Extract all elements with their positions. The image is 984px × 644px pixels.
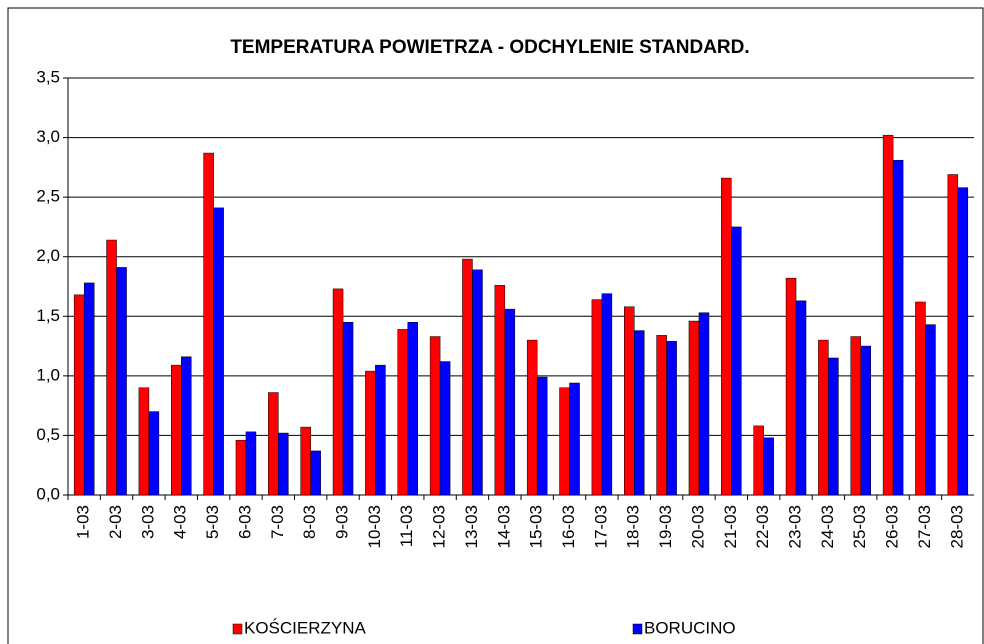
bar xyxy=(526,339,538,496)
y-tick-label: 3,0 xyxy=(36,127,60,146)
bar xyxy=(462,258,473,496)
bar xyxy=(795,300,807,496)
bar xyxy=(278,432,289,496)
bar xyxy=(494,285,506,496)
x-tick-label: 1-03 xyxy=(74,505,93,539)
bar xyxy=(375,364,386,496)
bar xyxy=(235,439,247,496)
bar xyxy=(763,437,774,496)
bar xyxy=(148,411,160,496)
bar xyxy=(947,174,959,496)
x-tick-label: 27-03 xyxy=(915,505,934,548)
bar xyxy=(892,159,904,496)
x-tick-label: 11-03 xyxy=(397,505,416,547)
y-tick-label: 1,5 xyxy=(36,306,60,325)
x-tick-label: 23-03 xyxy=(786,505,805,548)
x-tick-label: 16-03 xyxy=(559,505,578,548)
bar xyxy=(203,152,214,496)
x-tick-label: 3-03 xyxy=(138,505,157,539)
x-tick-label: 25-03 xyxy=(850,505,869,548)
bar xyxy=(882,134,894,496)
x-tick-label: 8-03 xyxy=(300,505,319,539)
bar xyxy=(698,312,710,496)
bar xyxy=(472,269,483,496)
bar xyxy=(342,321,354,496)
x-tick-label: 6-03 xyxy=(235,505,254,539)
legend-swatch xyxy=(632,623,643,635)
legend-label: BORUCINO xyxy=(644,618,736,637)
x-tick-label: 22-03 xyxy=(753,505,772,548)
bar xyxy=(915,301,926,496)
bar xyxy=(591,299,603,496)
bar xyxy=(634,330,645,496)
y-tick-label: 2,5 xyxy=(36,187,60,206)
bar xyxy=(688,320,700,496)
x-tick-label: 18-03 xyxy=(624,505,643,548)
x-tick-label: 4-03 xyxy=(171,505,190,539)
bar xyxy=(213,207,224,496)
x-tick-label: 19-03 xyxy=(656,505,675,548)
bar xyxy=(138,387,150,496)
bar xyxy=(365,370,376,496)
bar xyxy=(828,357,839,496)
bar xyxy=(785,277,797,496)
y-tick-label: 0,5 xyxy=(36,425,60,444)
bar xyxy=(666,341,677,496)
bar xyxy=(601,293,613,496)
y-tick-label: 1,0 xyxy=(36,365,60,384)
bar xyxy=(721,177,732,496)
bar xyxy=(268,392,279,496)
bar xyxy=(300,426,311,496)
bar xyxy=(569,382,580,496)
x-tick-label: 21-03 xyxy=(721,505,740,548)
bar xyxy=(925,324,936,496)
bar xyxy=(860,345,871,496)
bar xyxy=(957,187,969,496)
bar xyxy=(116,267,127,496)
bar xyxy=(106,239,117,496)
bar xyxy=(83,282,95,496)
x-tick-label: 14-03 xyxy=(494,505,513,548)
bar xyxy=(171,364,182,496)
bar xyxy=(504,308,516,496)
x-tick-label: 28-03 xyxy=(947,505,966,548)
x-tick-label: 7-03 xyxy=(268,505,287,539)
x-tick-label: 10-03 xyxy=(365,505,384,548)
y-tick-label: 0,0 xyxy=(36,484,60,503)
y-tick-label: 3,5 xyxy=(36,67,60,86)
chart-title: TEMPERATURA POWIETRZA - ODCHYLENIE STAND… xyxy=(230,37,749,58)
x-tick-label: 17-03 xyxy=(591,505,610,548)
x-tick-label: 20-03 xyxy=(688,505,707,548)
bar xyxy=(656,335,667,496)
y-tick-label: 2,0 xyxy=(36,246,60,265)
x-tick-label: 5-03 xyxy=(203,505,222,539)
bar xyxy=(245,431,257,496)
bar xyxy=(731,226,742,496)
bar xyxy=(439,361,451,496)
bar xyxy=(429,336,441,496)
x-tick-label: 2-03 xyxy=(106,505,125,539)
bar xyxy=(559,387,570,496)
bar xyxy=(181,356,192,496)
bar xyxy=(73,294,85,496)
legend-swatch xyxy=(232,623,243,635)
bar xyxy=(536,376,548,496)
bar xyxy=(818,339,829,496)
legend-label: KOŚCIERZYNA xyxy=(244,618,367,637)
x-tick-label: 24-03 xyxy=(818,505,837,548)
bar xyxy=(407,321,418,496)
x-tick-label: 26-03 xyxy=(883,505,902,548)
x-tick-label: 9-03 xyxy=(333,505,352,539)
x-tick-label: 15-03 xyxy=(527,505,546,548)
x-tick-label: 13-03 xyxy=(462,505,481,548)
bar xyxy=(850,336,861,496)
x-tick-label: 12-03 xyxy=(430,505,449,548)
bar xyxy=(310,450,321,496)
bar xyxy=(624,306,635,496)
bar xyxy=(397,329,408,496)
bar xyxy=(332,288,344,496)
bar xyxy=(753,425,764,496)
